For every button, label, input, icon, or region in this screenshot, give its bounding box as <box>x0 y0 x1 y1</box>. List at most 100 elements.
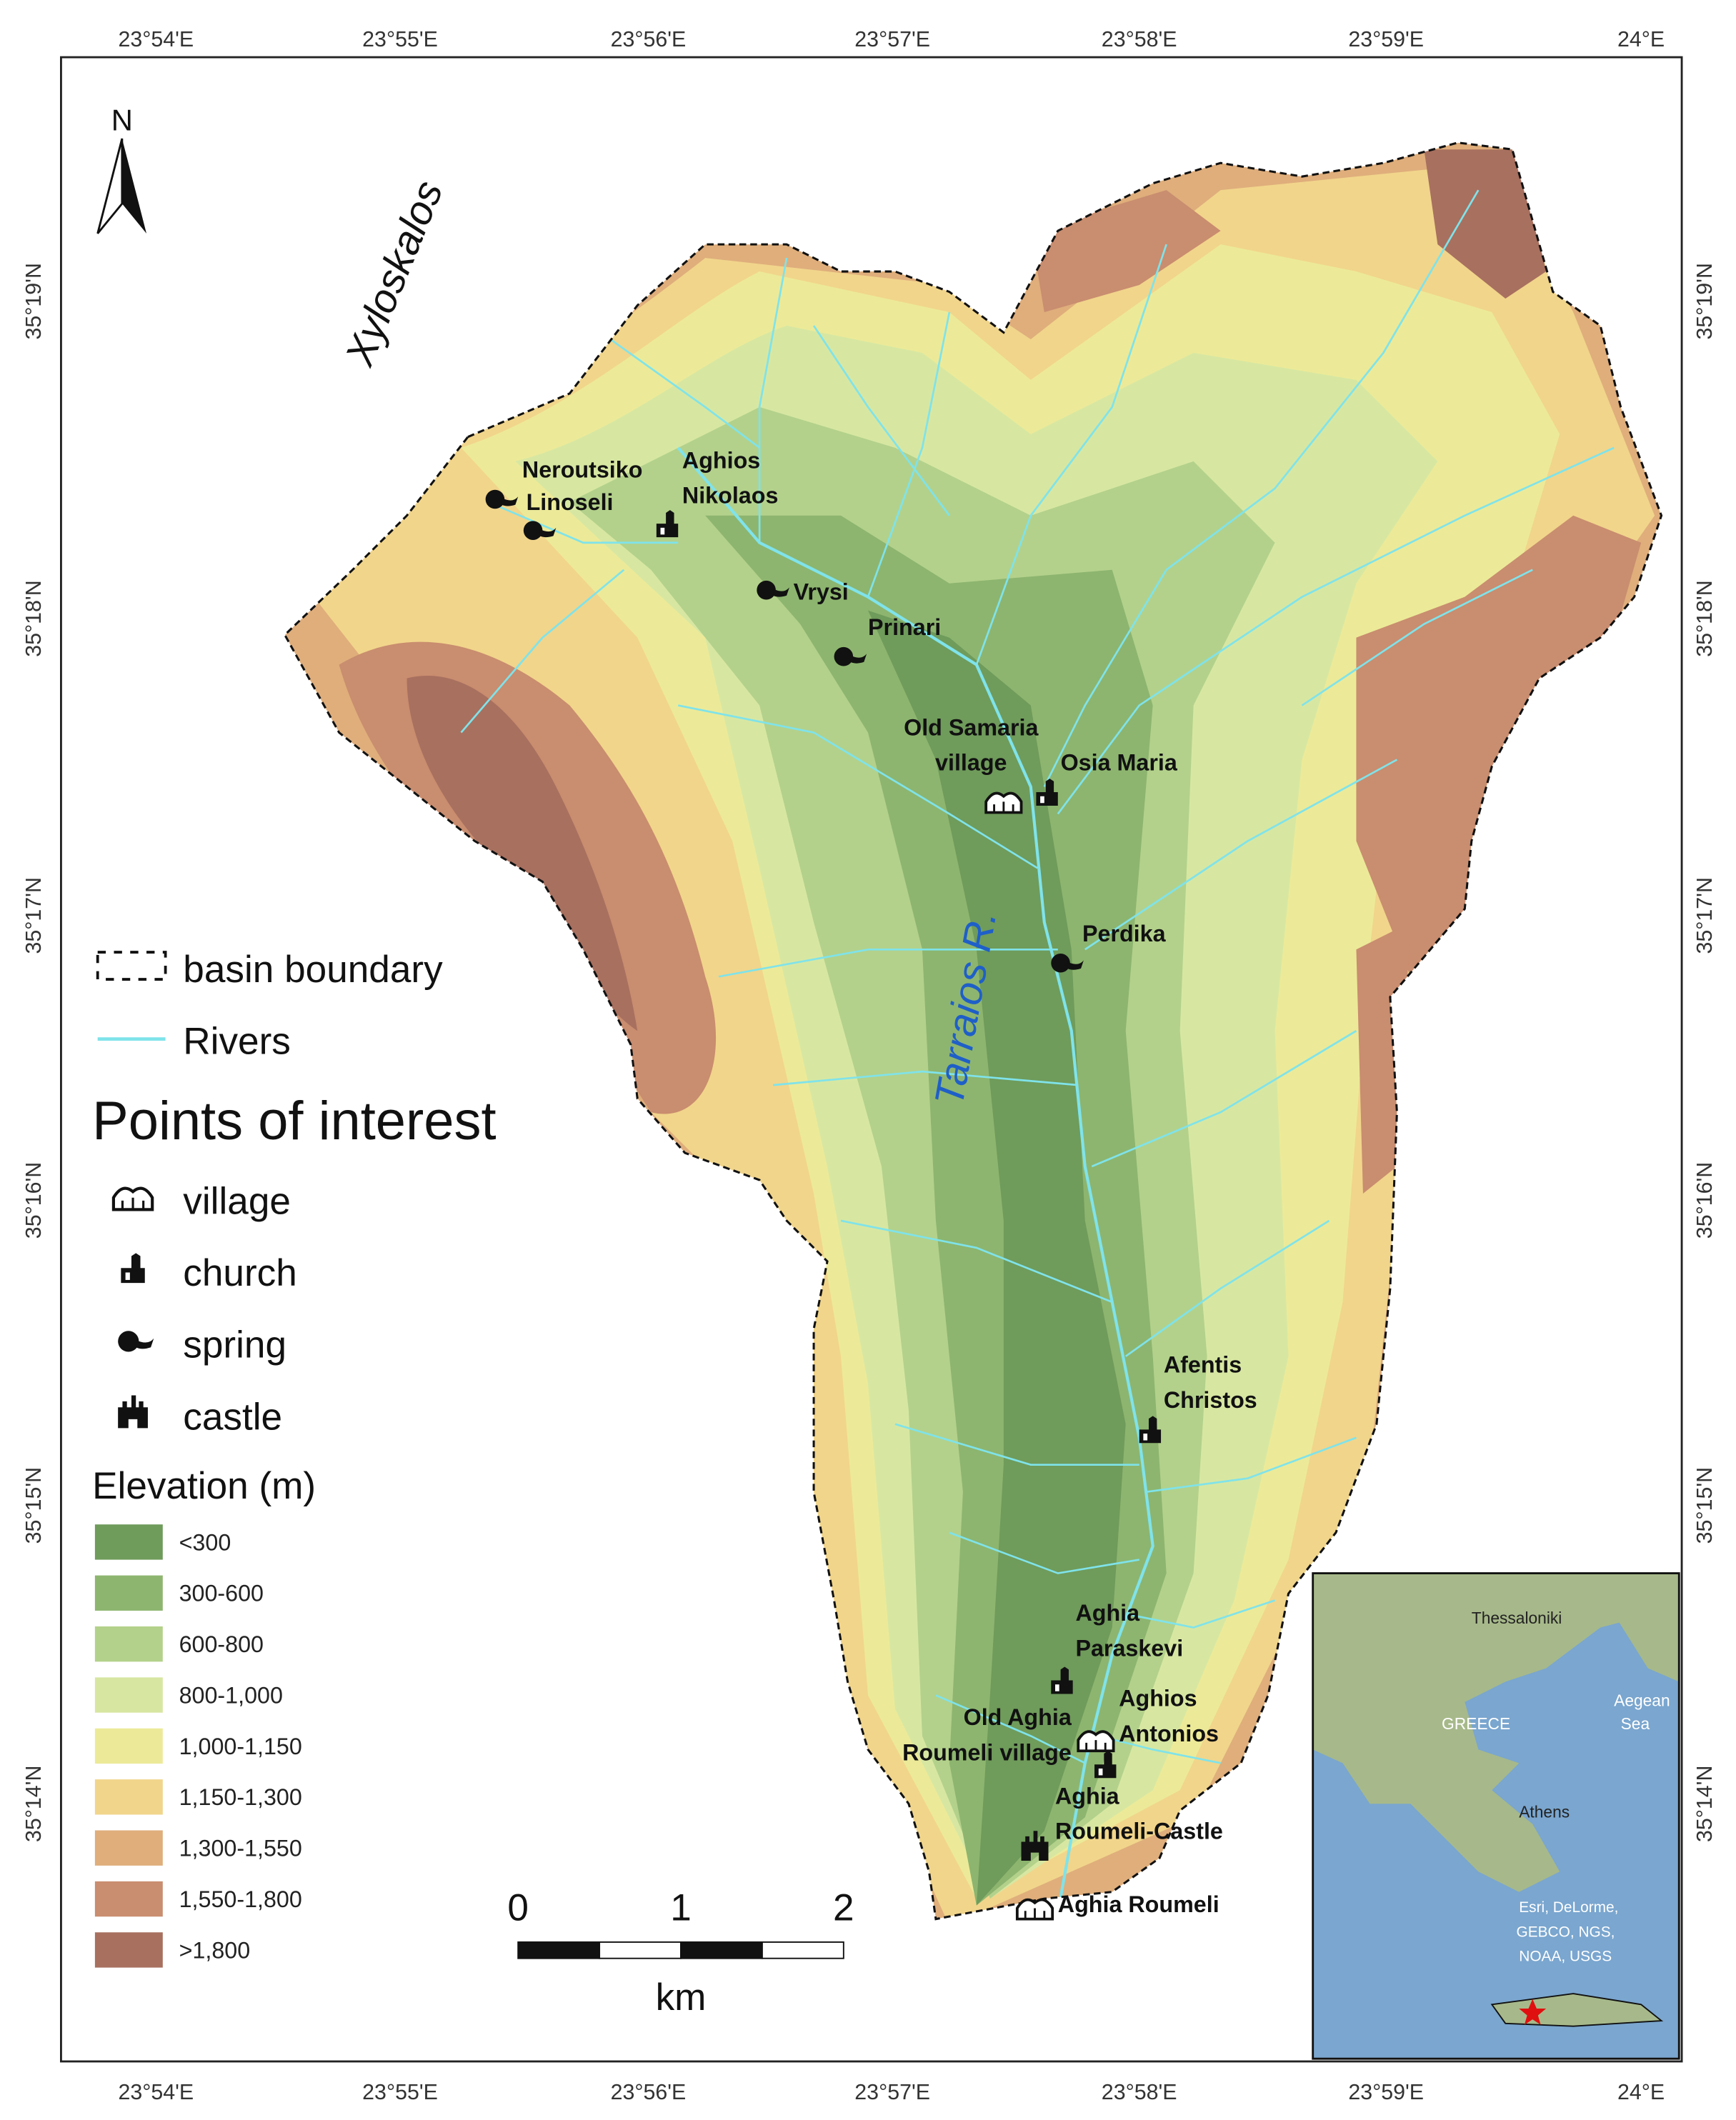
longitude-label: 23°59'E <box>1348 28 1424 51</box>
spring-icon <box>757 580 789 600</box>
river <box>1125 1599 1275 1629</box>
icon-part <box>1054 1684 1059 1691</box>
legend-title: Elevation (m) <box>92 1465 316 1507</box>
latitude-label: 35°14'N <box>22 1766 46 1842</box>
place-label: Perdika <box>1082 921 1167 946</box>
legend-elevation-swatch <box>94 1728 163 1764</box>
longitude-label: 23°57'E <box>854 28 930 51</box>
legend-label: Rivers <box>183 1020 291 1062</box>
river <box>1301 569 1533 706</box>
longitude-label: 24°E <box>1617 28 1665 51</box>
inset-land <box>1614 1600 1680 1682</box>
inset-label: Aegean <box>1614 1691 1670 1710</box>
inset-label: Thessaloniki <box>1472 1609 1562 1627</box>
castle-icon <box>118 1395 148 1429</box>
river <box>1084 759 1398 951</box>
legend-label: <300 <box>179 1529 231 1555</box>
place-label: Linoseli <box>527 489 614 515</box>
church-icon <box>1051 1666 1073 1694</box>
longitude-label: 23°55'E <box>362 2081 438 2104</box>
scale-segment <box>599 1941 682 1959</box>
river <box>812 325 950 516</box>
longitude-label: 23°56'E <box>611 28 687 51</box>
scale-label: 1 <box>670 1887 692 1929</box>
icon-part <box>1051 953 1070 973</box>
scale-unit: km <box>656 1976 707 2019</box>
icon-part <box>993 801 1014 813</box>
latitude-label: 35°18'N <box>22 580 46 656</box>
icon-part <box>1021 1831 1049 1861</box>
legend-label: church <box>183 1252 296 1294</box>
icon-part <box>1085 1740 1107 1751</box>
castle-icon <box>1021 1831 1049 1861</box>
icon-part <box>850 654 867 664</box>
legend-label: basin boundary <box>183 949 443 991</box>
river <box>1057 446 1615 815</box>
legend-label: spring <box>183 1324 286 1366</box>
latitude-label: 35°16'N <box>1693 1162 1717 1239</box>
icon-part <box>502 496 519 506</box>
river <box>772 1070 1079 1086</box>
icon-part <box>118 1395 148 1429</box>
place-label: Osia Maria <box>1061 750 1178 776</box>
legend-elevation-swatch <box>94 1830 163 1866</box>
river <box>840 1219 1113 1304</box>
inset-map: Thessaloniki GREECE Aegean Sea Athens Esri, D… <box>1312 1572 1680 2060</box>
church-icon <box>121 1253 145 1284</box>
latitude-label: 35°17'N <box>22 877 46 954</box>
elevation-band <box>868 610 1126 1906</box>
place-label: Aghios <box>1119 1686 1197 1711</box>
river <box>677 704 1039 869</box>
river <box>1098 1735 1221 1764</box>
north-arrow <box>96 138 124 234</box>
river <box>1091 1030 1357 1168</box>
elevation-band <box>1356 515 1642 977</box>
icon-part <box>485 489 505 509</box>
inset-label: Esri, DeLorme, <box>1519 1899 1618 1916</box>
legend-label: 1,300-1,550 <box>179 1836 302 1861</box>
river <box>677 446 1154 1913</box>
legend-label: 1,000-1,150 <box>179 1734 302 1759</box>
legend-label: >1,800 <box>179 1937 251 1963</box>
river <box>1124 1219 1330 1357</box>
river <box>1043 189 1480 788</box>
place-label: Christos <box>1164 1387 1257 1413</box>
place-label: Aghia <box>1075 1600 1140 1626</box>
spring-icon <box>485 489 519 509</box>
place-label: Roumeli-Castle <box>1055 1819 1223 1844</box>
river <box>935 1694 1086 1764</box>
legend-elevation-swatch <box>94 1626 163 1662</box>
latitude-label: 35°18'N <box>1693 580 1717 656</box>
spring-icon <box>834 646 867 666</box>
icon-part <box>660 527 665 535</box>
inset-label: Athens <box>1519 1802 1570 1821</box>
village-icon <box>111 1186 154 1211</box>
longitude-label: 23°58'E <box>1102 2081 1177 2104</box>
inset-label: Sea <box>1621 1714 1650 1733</box>
icon-part <box>539 527 557 538</box>
legend-label: 800-1,000 <box>179 1682 283 1708</box>
icon-part <box>1024 1908 1046 1919</box>
place-label: Aghios <box>682 447 760 473</box>
rivers <box>460 189 1615 1913</box>
river <box>460 569 625 734</box>
legend-elevation-swatch <box>94 1779 163 1815</box>
legend-boundary-swatch <box>96 951 167 981</box>
river <box>867 311 951 598</box>
legend-elevation-swatch <box>94 1524 163 1560</box>
river <box>975 244 1167 666</box>
icon-part <box>834 646 854 666</box>
spring-icon <box>523 521 557 540</box>
legend-elevation-swatch <box>94 1575 163 1611</box>
longitude-label: 24°E <box>1617 2081 1665 2104</box>
village-icon <box>1077 1730 1115 1753</box>
place-label: Afentis <box>1164 1352 1242 1378</box>
village-icon <box>984 791 1023 814</box>
place-label: Old Samaria <box>904 714 1039 740</box>
legend-label: 1,550-1,800 <box>179 1886 302 1912</box>
place-label: Roumeli village <box>902 1740 1072 1766</box>
place-label: Aghia <box>1055 1783 1120 1809</box>
river <box>487 501 679 544</box>
river <box>1146 1436 1357 1493</box>
scale-segment <box>680 1941 763 1959</box>
